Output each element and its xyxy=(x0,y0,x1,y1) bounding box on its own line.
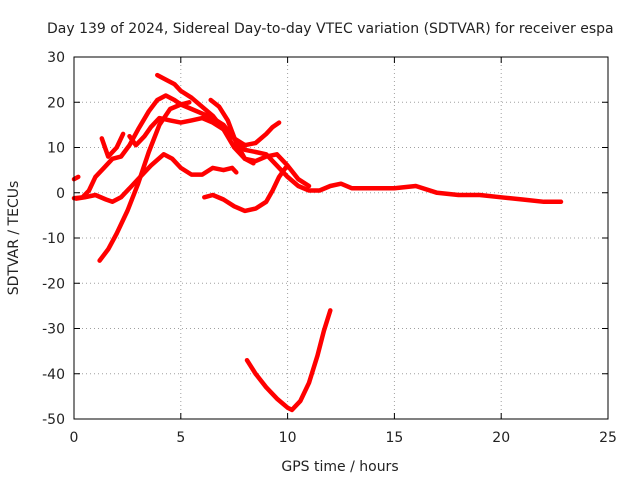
y-tick-label: 0 xyxy=(56,186,65,202)
x-tick-label: 25 xyxy=(599,430,617,446)
y-tick-label: -40 xyxy=(42,367,65,383)
y-tick-label: 30 xyxy=(47,50,65,66)
y-tick-label: -20 xyxy=(42,276,65,292)
x-tick-label: 15 xyxy=(385,430,403,446)
series-line-trace-e xyxy=(99,131,126,159)
x-tick-labels: 0 5 10 15 20 25 xyxy=(70,430,617,446)
series-line-trace-a xyxy=(71,93,564,205)
y-tick-label: -10 xyxy=(42,231,65,247)
series-line-trace-g xyxy=(155,72,312,189)
x-tick-label: 0 xyxy=(70,430,79,446)
y-axis-label: SDTVAR / TECUs xyxy=(6,181,22,296)
series-line-trace-f xyxy=(127,115,282,148)
grid-lines xyxy=(74,57,608,419)
y-tick-labels: -50 -40 -30 -20 -10 0 10 20 30 xyxy=(42,50,65,428)
y-tick-label: -30 xyxy=(42,322,65,338)
y-tick-label: 10 xyxy=(47,141,65,157)
data-series xyxy=(71,72,564,413)
series-line-trace-b xyxy=(71,174,81,182)
x-tick-label: 10 xyxy=(279,430,297,446)
chart-title: Day 139 of 2024, Sidereal Day-to-day VTE… xyxy=(47,21,614,37)
y-tick-label: -50 xyxy=(42,412,65,428)
series-line-trace-j xyxy=(244,308,333,413)
x-tick-label: 20 xyxy=(492,430,510,446)
x-tick-label: 5 xyxy=(176,430,185,446)
series-line-trace-d xyxy=(97,100,192,263)
y-tick-label: 20 xyxy=(47,95,65,111)
plot-frame xyxy=(73,56,609,420)
series-line-trace-c xyxy=(73,152,239,205)
x-axis-label: GPS time / hours xyxy=(281,459,398,475)
series-line-trace-i xyxy=(202,165,288,214)
series-line-trace-h xyxy=(208,97,256,166)
